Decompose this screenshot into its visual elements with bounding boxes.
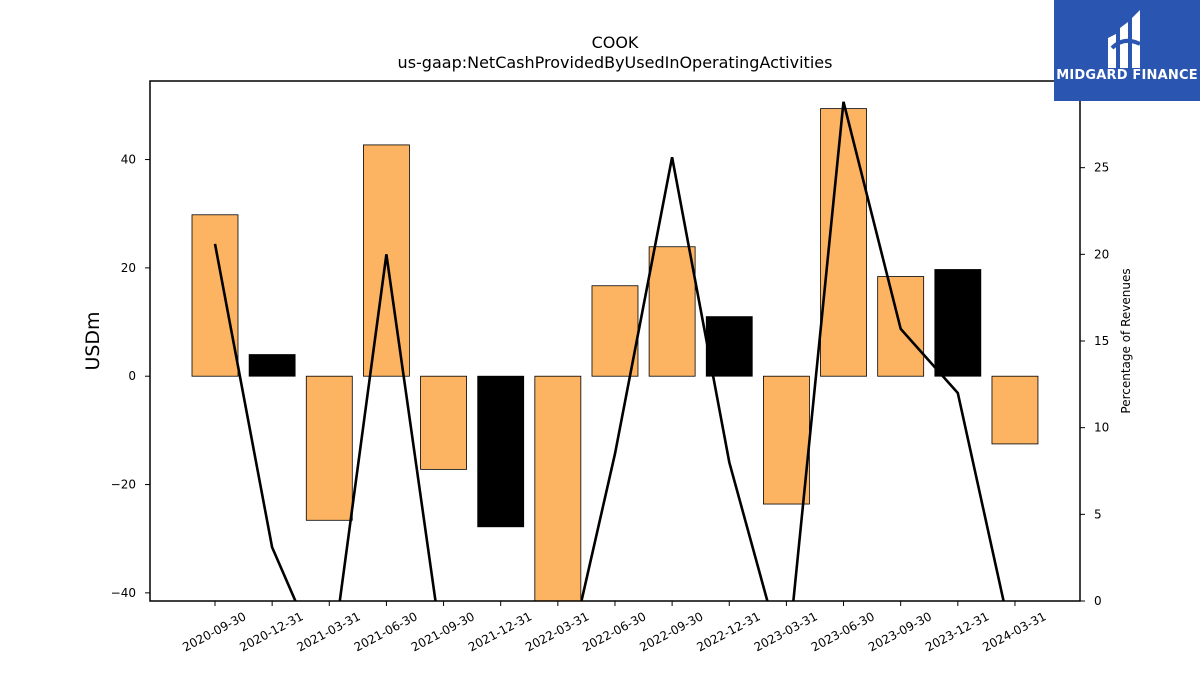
bar-2022-06-30: [591, 285, 639, 377]
percentage-line: [213, 101, 1005, 601]
y-tick-label: 40: [121, 153, 136, 167]
x-tick-label: 2022-12-31: [695, 609, 763, 654]
midgard-finance-logo: MIDGARD FINANCE: [1054, 0, 1200, 101]
x-tick-label: 2021-12-31: [466, 609, 534, 654]
x-tick-label: 2020-09-30: [180, 609, 248, 654]
x-tick-label: 2023-06-30: [809, 609, 877, 654]
right-axis-ticks: 051015202530: [1080, 74, 1109, 608]
bar-2020-09-30: [191, 214, 239, 377]
x-tick-label: 2022-09-30: [637, 609, 705, 654]
y-tick-label: −20: [111, 478, 136, 492]
y2-tick-label: 0: [1094, 594, 1102, 608]
chart-subtitle: us-gaap:NetCashProvidedByUsedInOperating…: [398, 53, 833, 72]
y-axis-label: USDm: [82, 311, 104, 370]
logo-text: MIDGARD FINANCE: [1056, 68, 1198, 83]
left-axis-ticks: −40 −20 0 20 40: [111, 153, 150, 600]
bar-2020-12-31: [248, 354, 296, 377]
bar-2022-12-31: [705, 316, 753, 377]
x-tick-label: 2023-09-30: [866, 609, 934, 654]
bar-2023-06-30: [820, 108, 867, 377]
bar-2023-12-31: [934, 269, 982, 377]
bar-2023-03-31: [763, 375, 810, 505]
bar-2024-03-31: [991, 375, 1039, 445]
line-group: [213, 101, 1005, 601]
chart-title: COOK: [592, 33, 639, 52]
x-tick-label: 2023-12-31: [923, 609, 991, 654]
x-tick-label: 2021-03-31: [295, 609, 363, 654]
logo-mark-icon: [1108, 10, 1141, 68]
x-tick-label: 2020-12-31: [237, 609, 305, 654]
bar-2021-03-31: [305, 375, 353, 521]
x-tick-label: 2022-06-30: [580, 609, 648, 654]
y2-tick-label: 5: [1094, 507, 1102, 521]
y-tick-label: 0: [128, 369, 136, 383]
x-tick-label: 2022-03-31: [523, 609, 591, 654]
x-tick-label: 2024-03-31: [980, 609, 1048, 654]
y-tick-label: −40: [111, 586, 136, 600]
bar-2021-12-31: [477, 375, 525, 528]
x-tick-label: 2021-09-30: [409, 609, 477, 654]
bar-group: [191, 108, 1039, 601]
bar-2022-03-31: [534, 375, 582, 601]
bar-2021-09-30: [420, 375, 467, 470]
x-axis-ticks: 2020-09-302020-12-312021-03-312021-06-30…: [180, 601, 1048, 654]
bar-2022-09-30: [648, 246, 696, 377]
x-tick-label: 2023-03-31: [752, 609, 820, 654]
y2-tick-label: 20: [1094, 247, 1109, 261]
y2-axis-label: Percentage of Revenues: [1119, 268, 1133, 413]
y-tick-label: 20: [121, 261, 136, 275]
y2-tick-label: 10: [1094, 421, 1109, 435]
x-tick-label: 2021-06-30: [352, 609, 420, 654]
y2-tick-label: 15: [1094, 334, 1109, 348]
y2-tick-label: 25: [1094, 161, 1109, 175]
